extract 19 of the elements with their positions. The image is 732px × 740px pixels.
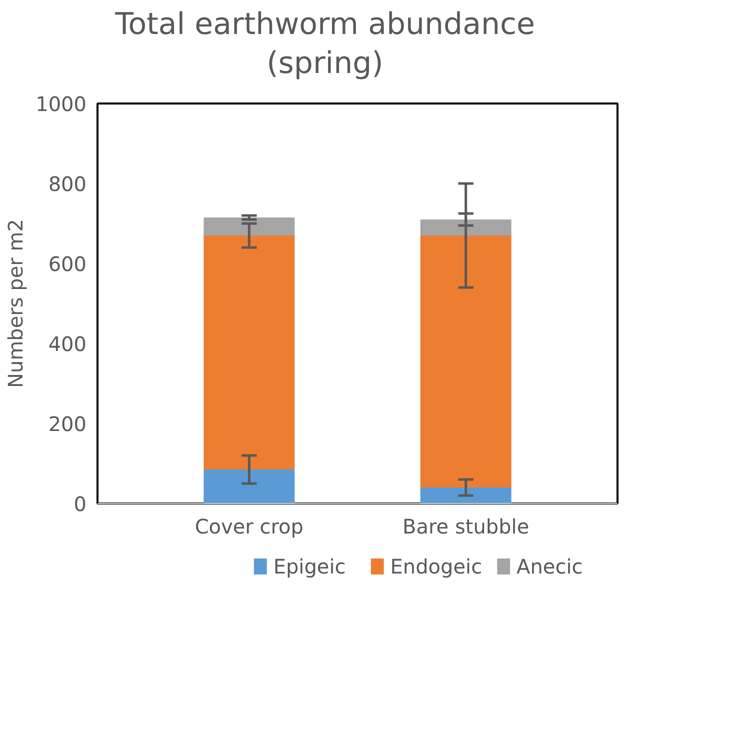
y-tick-label: 200 bbox=[48, 412, 87, 436]
bar bbox=[420, 236, 512, 488]
y-tick-label: 1000 bbox=[36, 92, 87, 116]
y-tick-label: 600 bbox=[48, 252, 87, 276]
y-tick-label: 0 bbox=[74, 492, 87, 516]
bar bbox=[420, 220, 512, 236]
legend-label: Epigeic bbox=[273, 554, 346, 578]
y-tick-label: 400 bbox=[48, 332, 87, 356]
bar bbox=[204, 470, 295, 504]
bar bbox=[420, 488, 512, 504]
legend-label: Anecic bbox=[516, 554, 583, 578]
y-tick-label: 800 bbox=[48, 172, 87, 196]
legend-label: Endogeic bbox=[390, 554, 482, 578]
bar bbox=[204, 218, 295, 236]
x-tick-label: Cover crop bbox=[194, 514, 304, 538]
y-axis-title: Numbers per m2 bbox=[4, 219, 28, 388]
chart-title: Total earthworm abundance (spring) bbox=[115, 6, 535, 83]
x-tick-label: Bare stubble bbox=[402, 514, 530, 538]
bar bbox=[204, 236, 295, 470]
